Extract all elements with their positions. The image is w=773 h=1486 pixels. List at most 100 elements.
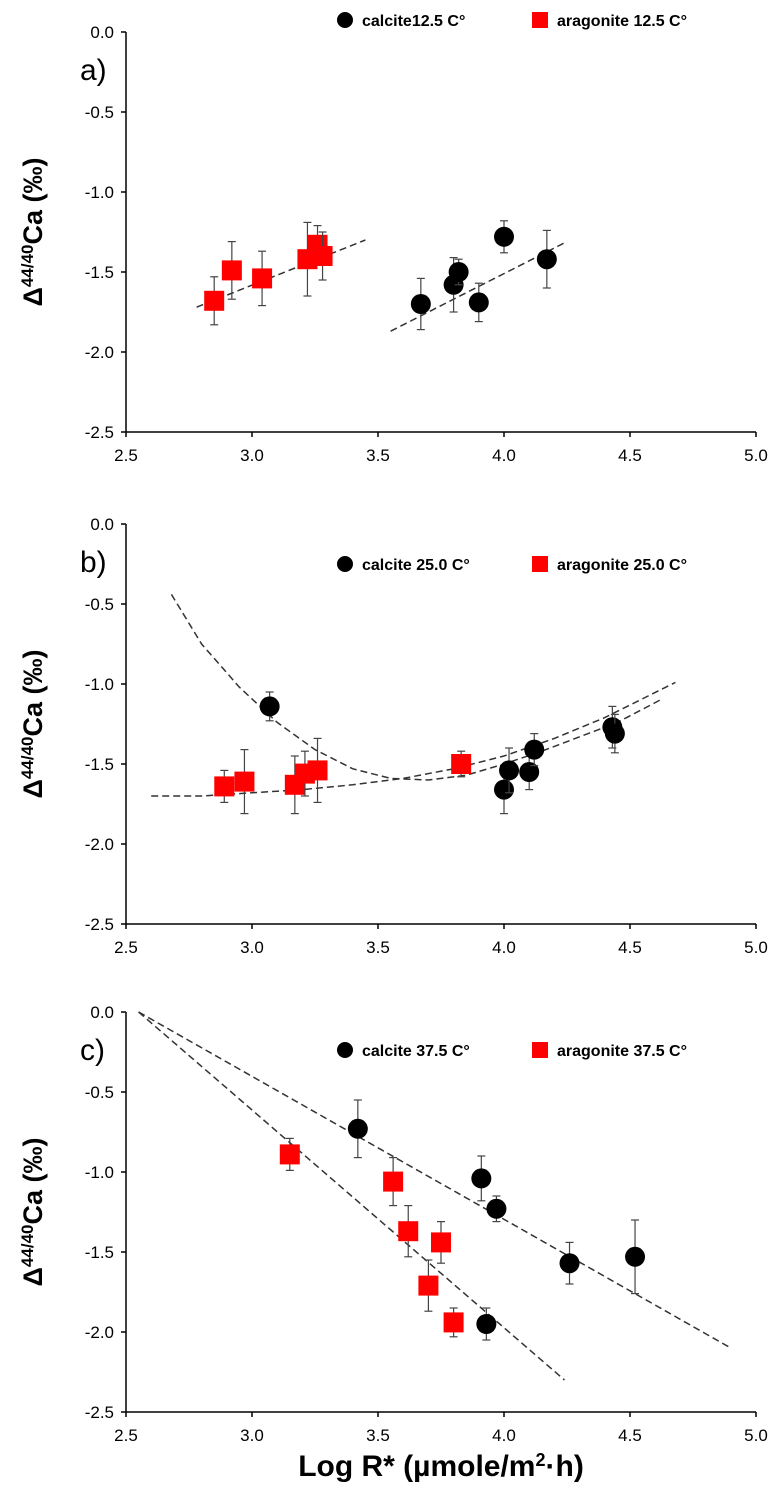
data-marker — [451, 754, 472, 774]
x-axis-label-main: Log R* (µmole/m — [298, 1450, 535, 1483]
y-tick-label: -1.0 — [85, 675, 114, 694]
aragonite-point-3 — [252, 250, 273, 307]
calcite-point-5 — [559, 1241, 580, 1285]
aragonite-point-6 — [443, 1307, 464, 1338]
calcite-point-1 — [410, 277, 431, 331]
legend-label-aragonite: aragonite 37.5 C° — [557, 1043, 687, 1060]
data-marker — [476, 1314, 497, 1334]
aragonite-point-6 — [312, 231, 333, 281]
y-tick-label: -2.5 — [85, 1403, 114, 1422]
y-axis-label-delta: Δ — [18, 287, 48, 306]
panel-label: a) — [80, 54, 107, 87]
x-tick-label: 2.5 — [114, 1426, 138, 1445]
x-axis-label: Log R* (µmole/m2·h) — [298, 1450, 584, 1483]
y-axis-label-sup: 44/40 — [18, 245, 37, 288]
aragonite-point-4 — [418, 1259, 439, 1312]
data-marker — [443, 1312, 464, 1333]
data-marker — [519, 762, 540, 782]
x-axis-label-sup: 2 — [535, 1450, 545, 1470]
x-tick-label: 5.0 — [744, 938, 768, 957]
x-tick-label: 4.5 — [618, 938, 642, 957]
x-axis-label-end: ·h) — [546, 1450, 584, 1483]
aragonite-point-2 — [221, 241, 242, 300]
y-tick-label: -2.5 — [85, 915, 114, 934]
calcite-point-2 — [471, 1155, 492, 1202]
fit-line-calcite — [170, 594, 661, 781]
calcite-point-6 — [536, 229, 557, 289]
aragonite-point-2 — [383, 1156, 404, 1207]
x-tick-label: 3.0 — [240, 1426, 264, 1445]
data-marker — [214, 776, 235, 797]
calcite-point-4 — [519, 753, 540, 791]
x-tick-label: 4.0 — [492, 1426, 516, 1445]
legend-marker-aragonite — [532, 556, 548, 572]
data-marker — [448, 262, 469, 282]
calcite-point-6 — [625, 1219, 646, 1295]
data-marker — [259, 696, 280, 717]
y-tick-label: 0.0 — [90, 23, 114, 42]
x-tick-label: 3.5 — [366, 446, 390, 465]
calcite-point-5 — [494, 220, 514, 254]
data-marker — [536, 249, 557, 270]
legend-marker-aragonite — [532, 1042, 548, 1058]
data-marker — [524, 739, 545, 760]
y-tick-label: -1.5 — [85, 755, 114, 774]
data-marker — [625, 1246, 646, 1267]
x-tick-label: 2.5 — [114, 938, 138, 957]
calcite-point-1 — [259, 691, 280, 722]
chart-panel-1: 2.5 3.0 3.5 4.0 4.5 5.0 0.0 -0.5 -1.0 -1.5 -2.0 -2.… — [18, 12, 768, 465]
y-tick-label: 0.0 — [90, 1003, 114, 1022]
y-axis-label: Δ44/40Ca (‰) — [18, 650, 49, 799]
y-axis-label-sup: 44/40 — [18, 1225, 37, 1268]
x-tick-label: 4.0 — [492, 446, 516, 465]
legend-label-calcite: calcite 25.0 C° — [362, 557, 470, 574]
aragonite-point-5 — [431, 1220, 451, 1264]
y-tick-label: -1.0 — [85, 183, 114, 202]
data-marker — [410, 294, 431, 314]
legend-marker-calcite — [337, 1042, 353, 1058]
aragonite-point-1 — [279, 1137, 300, 1172]
calcite-point-1 — [347, 1099, 368, 1159]
y-tick-label: -2.0 — [85, 835, 114, 854]
data-marker — [494, 779, 514, 800]
y-axis-label: Δ44/40Ca (‰) — [18, 1138, 49, 1287]
legend-label-aragonite: aragonite 12.5 C° — [557, 13, 687, 30]
legend-marker-calcite — [337, 556, 353, 572]
legend-marker-calcite — [337, 12, 353, 28]
data-marker — [398, 1221, 419, 1242]
data-marker — [307, 760, 328, 781]
y-axis-label-rest: Ca (‰) — [18, 1138, 48, 1225]
fit-line-aragonite — [196, 239, 366, 308]
y-axis-label-rest: Ca (‰) — [18, 158, 48, 245]
data-marker — [221, 260, 242, 281]
data-marker — [347, 1118, 368, 1139]
x-tick-label: 3.5 — [366, 1426, 390, 1445]
data-marker — [383, 1171, 404, 1192]
data-marker — [418, 1275, 439, 1296]
calcite-point-3 — [499, 747, 520, 794]
x-tick-label: 4.5 — [618, 446, 642, 465]
calcite-point-4 — [486, 1195, 507, 1223]
aragonite-point-5 — [307, 737, 328, 804]
y-axis-label: Δ44/40Ca (‰) — [18, 158, 49, 307]
data-marker — [604, 723, 625, 744]
data-marker — [486, 1198, 507, 1219]
data-marker — [559, 1253, 580, 1274]
calcite-point-4 — [468, 282, 489, 323]
data-marker — [499, 760, 520, 781]
data-marker — [312, 246, 333, 266]
y-tick-label: -0.5 — [85, 595, 114, 614]
y-tick-label: -1.5 — [85, 1243, 114, 1262]
x-tick-label: 2.5 — [114, 446, 138, 465]
aragonite-point-6 — [451, 750, 472, 778]
x-tick-label: 3.0 — [240, 446, 264, 465]
aragonite-point-2 — [234, 748, 255, 815]
data-marker — [252, 268, 273, 289]
chart-panel-3: 2.5 3.0 3.5 4.0 4.5 5.0 0.0 -0.5 -1.0 -1.5 -2.0 -2.… — [18, 1003, 768, 1483]
chart-panel-2: 2.5 3.0 3.5 4.0 4.5 5.0 0.0 -0.5 -1.0 -1.5 -2.0 -2.… — [18, 515, 768, 957]
y-axis-label-delta: Δ — [18, 779, 48, 798]
data-marker — [468, 292, 489, 313]
aragonite-point-3 — [398, 1204, 419, 1258]
y-tick-label: -2.0 — [85, 1323, 114, 1342]
